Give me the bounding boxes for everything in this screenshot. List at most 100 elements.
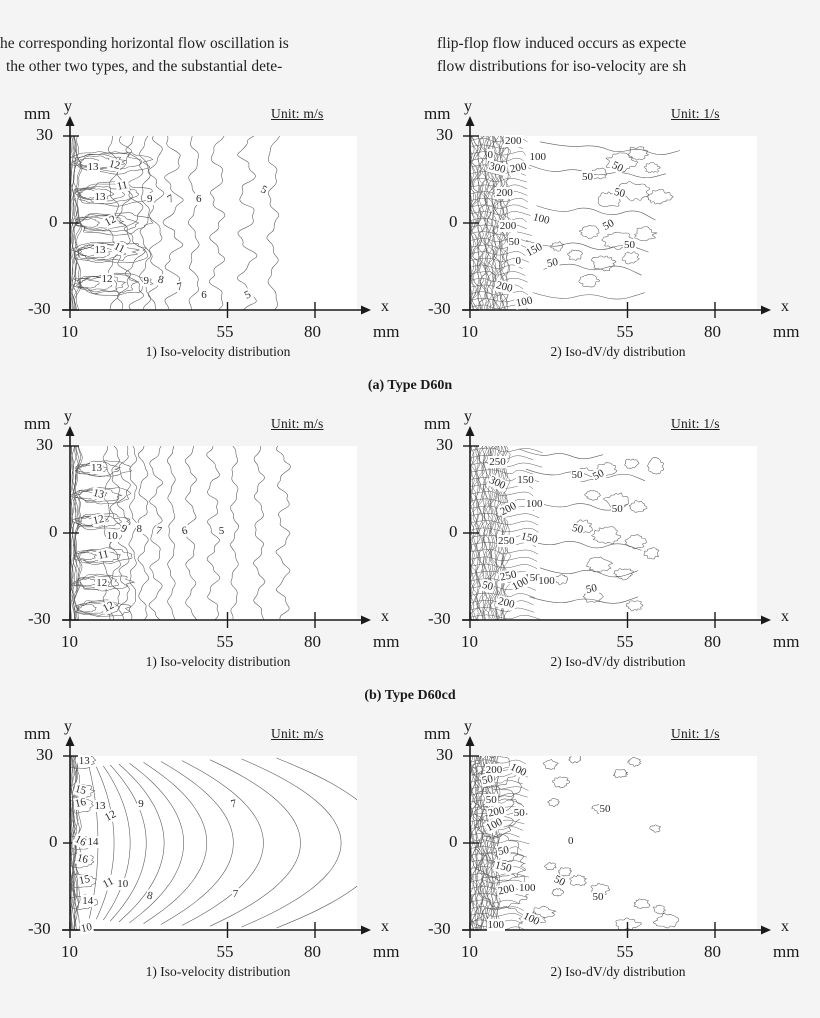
y-tick--30: -30 [28, 299, 51, 318]
contour-label: 12 [100, 599, 118, 616]
contour-label: 200 [498, 220, 518, 233]
contour-label: 9 [117, 522, 130, 537]
y-tick--30: -30 [428, 609, 451, 628]
contour-label: 7 [164, 191, 177, 206]
contour-labels-c2: 200 100 50 50 200 50 100 50 0 50 150 200 100 50 50 100 1… [418, 718, 818, 968]
contour-label: 16 [73, 795, 89, 811]
y-axis-unit-label: mm [424, 104, 451, 123]
contour-label: 50 [599, 216, 618, 234]
x-axis-variable-label: x [381, 608, 389, 625]
contour-label: 5 [241, 287, 254, 302]
body-text-left-line1: he corresponding horizontal flow oscilla… [0, 35, 289, 52]
contour-label: 50 [589, 467, 607, 484]
y-axis-variable-label: y [64, 408, 72, 425]
unit-annotation-c1: Unit: m/s [271, 726, 324, 741]
contour-label: 0 [486, 149, 494, 162]
contour-label: 50 [598, 802, 612, 815]
x-axis-unit-label: mm [373, 632, 400, 651]
contour-label: 200 [495, 882, 517, 898]
contour-plot-b1 [62, 426, 371, 628]
contour-label: 7 [153, 523, 164, 538]
row-caption-b: (b) Type D60cd [364, 688, 456, 703]
y-tick-30: 30 [436, 125, 453, 144]
contour-plot-c2 [462, 736, 771, 938]
contour-label: 300 [486, 473, 509, 493]
contour-labels-b1: 13 13 12 10 9 8 7 6 5 11 12 12 [18, 408, 418, 658]
contour-labels-a1: 13 12 11 13 12 13 11 12 9 7 6 5 9 8 7 6 5 [18, 98, 418, 348]
contour-labels-c1: 13 15 16 13 12 9 16 14 16 15 14 11 10 8 7 7 10 [18, 718, 418, 968]
contour-label: 12 [106, 158, 122, 173]
contour-label: 10 [116, 878, 130, 891]
unit-annotation-c2: Unit: 1/s [671, 726, 720, 741]
contour-label: 9 [142, 275, 150, 288]
contour-label: 50 [484, 793, 498, 806]
contour-label: 100 [525, 498, 544, 511]
x-tick-80: 80 [704, 942, 721, 961]
contour-label: 5 [257, 183, 270, 198]
y-tick-30: 30 [36, 435, 53, 454]
y-tick--30: -30 [28, 919, 51, 938]
contour-label: 200 [508, 160, 529, 177]
unit-annotation-a1: Unit: m/s [271, 106, 324, 121]
x-axis-variable-label: x [781, 608, 789, 625]
contour-label: 50 [623, 239, 636, 252]
contour-label: 100 [528, 150, 547, 163]
panel-caption-c1: 1) Iso-velocity distribution [145, 964, 291, 979]
contour-label: 50 [581, 171, 594, 184]
y-tick-30: 30 [436, 745, 453, 764]
contour-label: 200 [504, 134, 523, 147]
contour-label: 7 [231, 888, 240, 901]
contour-label: 5 [217, 524, 226, 537]
contour-label: 150 [492, 858, 514, 875]
contour-label: 6 [200, 288, 208, 301]
contour-labels-b2: 250 300 150 50 50 100 200 50 50 250 150 250 150 100 10… [418, 408, 818, 658]
contour-label: 50 [611, 185, 627, 201]
contour-label: 10 [78, 920, 94, 935]
y-tick-30: 30 [36, 745, 53, 764]
x-tick-80: 80 [304, 322, 321, 341]
contour-label: 200 [494, 279, 515, 296]
contour-label: 0 [514, 255, 522, 268]
contour-label: 8 [144, 888, 155, 903]
x-tick-80: 80 [704, 632, 721, 651]
y-axis-unit-label: mm [424, 414, 451, 433]
panel-caption-a2: 2) Iso-dV/dy distribution [550, 344, 686, 359]
x-tick-55: 55 [616, 942, 634, 961]
y-axis-variable-label: y [464, 718, 472, 735]
chart-panel-b1: mm y 30 0 -30 10 55 80 x mm Unit: m/s 1) Iso-veloci… [18, 408, 418, 669]
chart-panel-b2: mm y 30 0 -30 10 55 80 x mm Unit: 1/s 2) Iso-dV/dy … [418, 408, 818, 669]
contour-label: 9 [137, 798, 145, 811]
contour-label: 12 [100, 272, 114, 285]
y-tick-30: 30 [436, 435, 453, 454]
x-axis-variable-label: x [381, 298, 389, 315]
contour-label: 7 [174, 280, 185, 294]
x-tick-55: 55 [616, 632, 634, 651]
contour-label: 11 [115, 178, 130, 193]
x-tick-10: 10 [61, 942, 78, 961]
contour-label: 250 [497, 534, 516, 547]
contour-label: 150 [523, 239, 546, 260]
x-axis-unit-label: mm [773, 632, 800, 651]
y-axis-variable-label: y [64, 718, 72, 735]
contour-label: 50 [551, 872, 568, 890]
contour-label: 200 [497, 499, 519, 519]
contour-label: 50 [480, 772, 496, 787]
x-axis-unit-label: mm [773, 942, 800, 961]
y-tick--30: -30 [28, 609, 51, 628]
y-tick-30: 30 [36, 125, 53, 144]
body-text-right-line2: flow distributions for iso-velocity are … [437, 58, 687, 75]
y-tick-0: 0 [449, 832, 458, 851]
panel-caption-b2: 2) Iso-dV/dy distribution [550, 654, 686, 669]
x-tick-10: 10 [61, 632, 78, 651]
contour-label: 300 [487, 160, 508, 177]
y-axis-variable-label: y [464, 98, 472, 115]
contour-label: 150 [516, 473, 535, 486]
contour-label: 11 [95, 548, 111, 563]
contour-label: 12 [95, 576, 109, 589]
panel-caption-c2: 2) Iso-dV/dy distribution [550, 964, 686, 979]
y-tick-0: 0 [449, 522, 458, 541]
contour-label: 150 [518, 529, 540, 546]
contour-label: 50 [583, 581, 599, 596]
contour-label: 50 [512, 807, 526, 819]
